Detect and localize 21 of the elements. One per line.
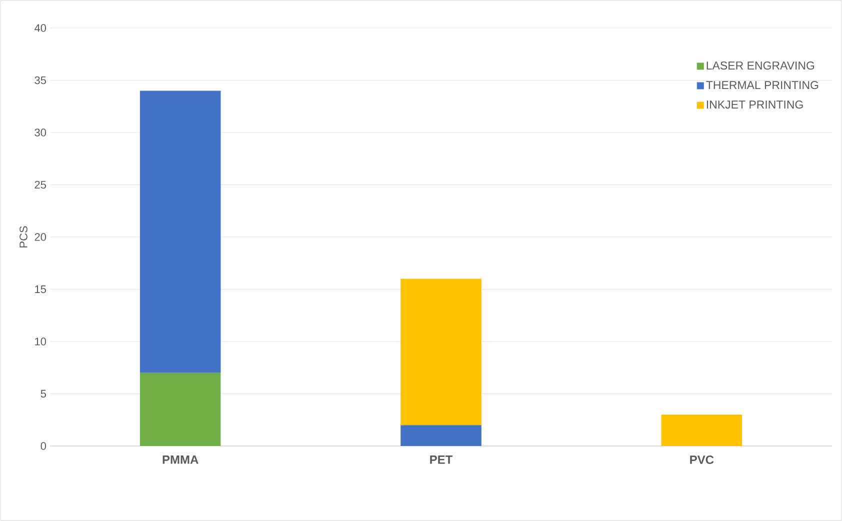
x-tick-label: PET: [430, 456, 453, 464]
y-tick-label: 15: [35, 285, 46, 294]
legend-label: THERMAL PRINTING: [706, 80, 818, 90]
y-tick-label: 30: [34, 128, 46, 136]
y-tick-label: 40: [34, 24, 46, 32]
y-tick-label: 25: [34, 180, 46, 189]
bar: [400, 278, 482, 426]
legend-label: LASER ENGRAVING: [706, 61, 814, 70]
bar: [140, 372, 221, 446]
y-tick-label: 35: [34, 76, 46, 84]
x-tick-label: PVC: [690, 456, 714, 464]
y-tick-label: 0: [40, 442, 46, 450]
legend-label: INKJET PRINTING: [706, 100, 803, 109]
bar: [140, 90, 221, 373]
y-tick-label: 20: [34, 233, 46, 241]
bar: [661, 414, 742, 446]
y-axis-title: PCS: [20, 226, 28, 248]
y-tick-label: 5: [40, 390, 46, 398]
x-tick-label: PMMA: [162, 456, 198, 464]
y-tick-label: 10: [35, 338, 46, 346]
bar: [400, 425, 482, 446]
